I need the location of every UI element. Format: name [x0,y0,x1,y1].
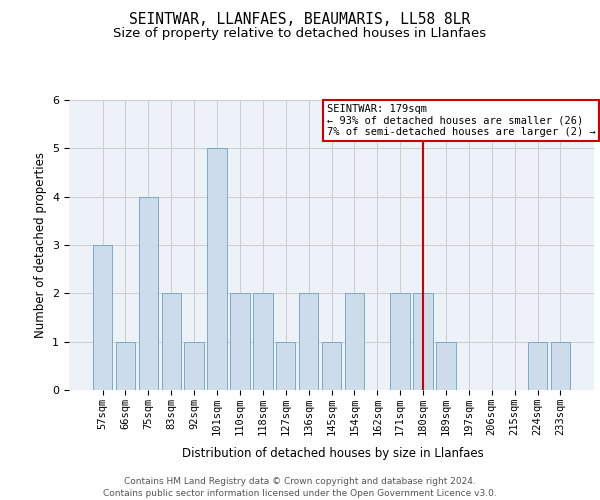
Bar [116,342,135,390]
Bar [413,294,433,390]
Bar [276,342,295,390]
Bar [253,294,272,390]
Bar [208,148,227,390]
Bar [344,294,364,390]
Text: SEINTWAR, LLANFAES, BEAUMARIS, LL58 8LR: SEINTWAR, LLANFAES, BEAUMARIS, LL58 8LR [130,12,470,28]
Text: Distribution of detached houses by size in Llanfaes: Distribution of detached houses by size … [182,448,484,460]
Bar [391,294,410,390]
Bar [93,245,112,390]
Bar [299,294,319,390]
Text: SEINTWAR: 179sqm
← 93% of detached houses are smaller (26)
7% of semi-detached h: SEINTWAR: 179sqm ← 93% of detached house… [327,104,596,137]
Bar [528,342,547,390]
Bar [322,342,341,390]
Y-axis label: Number of detached properties: Number of detached properties [34,152,47,338]
Bar [551,342,570,390]
Bar [161,294,181,390]
Bar [230,294,250,390]
Text: Contains HM Land Registry data © Crown copyright and database right 2024.
Contai: Contains HM Land Registry data © Crown c… [103,476,497,498]
Text: Size of property relative to detached houses in Llanfaes: Size of property relative to detached ho… [113,28,487,40]
Bar [139,196,158,390]
Bar [436,342,455,390]
Bar [184,342,204,390]
